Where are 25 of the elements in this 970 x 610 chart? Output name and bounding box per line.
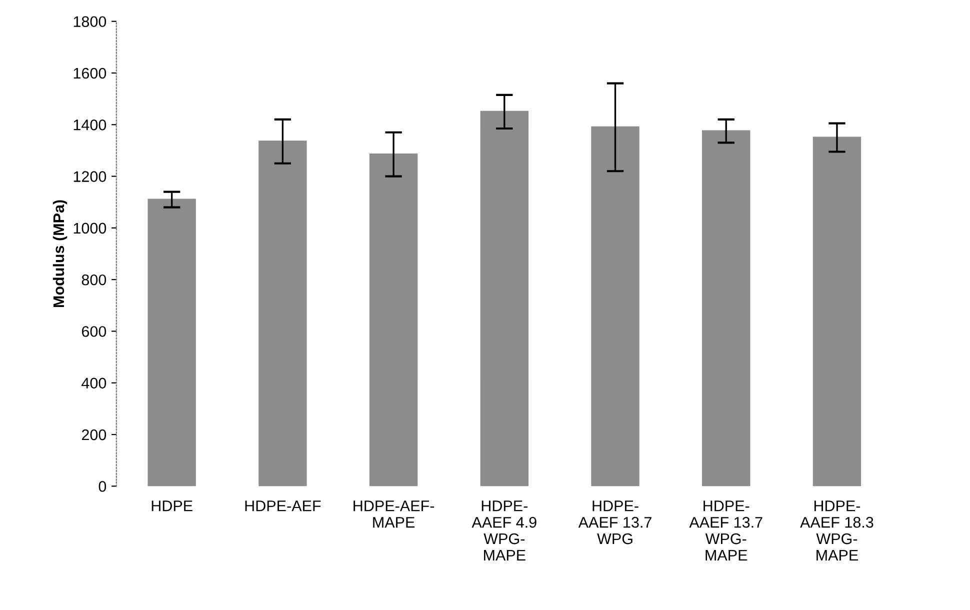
y-tick-label: 1400	[74, 120, 106, 130]
y-tick-label: 200	[82, 429, 106, 440]
y-axis-title: Modulus (MPa)	[52, 200, 68, 308]
bar	[591, 126, 640, 486]
y-tick-label: 400	[82, 378, 106, 389]
x-tick-label: HDPE- AAEF 13.7 WPG- MAPE	[689, 500, 762, 560]
x-tick-label: HDPE- AAEF 4.9 WPG- MAPE	[472, 500, 536, 560]
x-tick-label: HDPE-AEF	[245, 500, 321, 512]
x-tick-label: HDPE- AAEF 13.7 WPG	[578, 500, 652, 544]
x-tick-label: HDPE-AEF- MAPE	[354, 500, 434, 528]
bar	[702, 130, 750, 486]
bar	[148, 198, 196, 486]
y-tick-label: 1200	[74, 171, 106, 182]
y-tick-label: 600	[82, 326, 106, 337]
bar	[812, 136, 862, 486]
x-tick-label: HDPE	[152, 500, 192, 512]
bar	[258, 140, 307, 486]
y-tick-label: 1000	[74, 222, 106, 234]
y-tick-label: 0	[98, 481, 106, 492]
y-tick-label: 800	[82, 274, 106, 286]
bar	[369, 154, 418, 486]
x-tick-label: HDPE- AAEF 18.3 WPG- MAPE	[800, 500, 874, 560]
y-tick-label: 1800	[74, 16, 106, 28]
y-tick-label: 1600	[74, 68, 106, 79]
bar	[480, 110, 529, 486]
